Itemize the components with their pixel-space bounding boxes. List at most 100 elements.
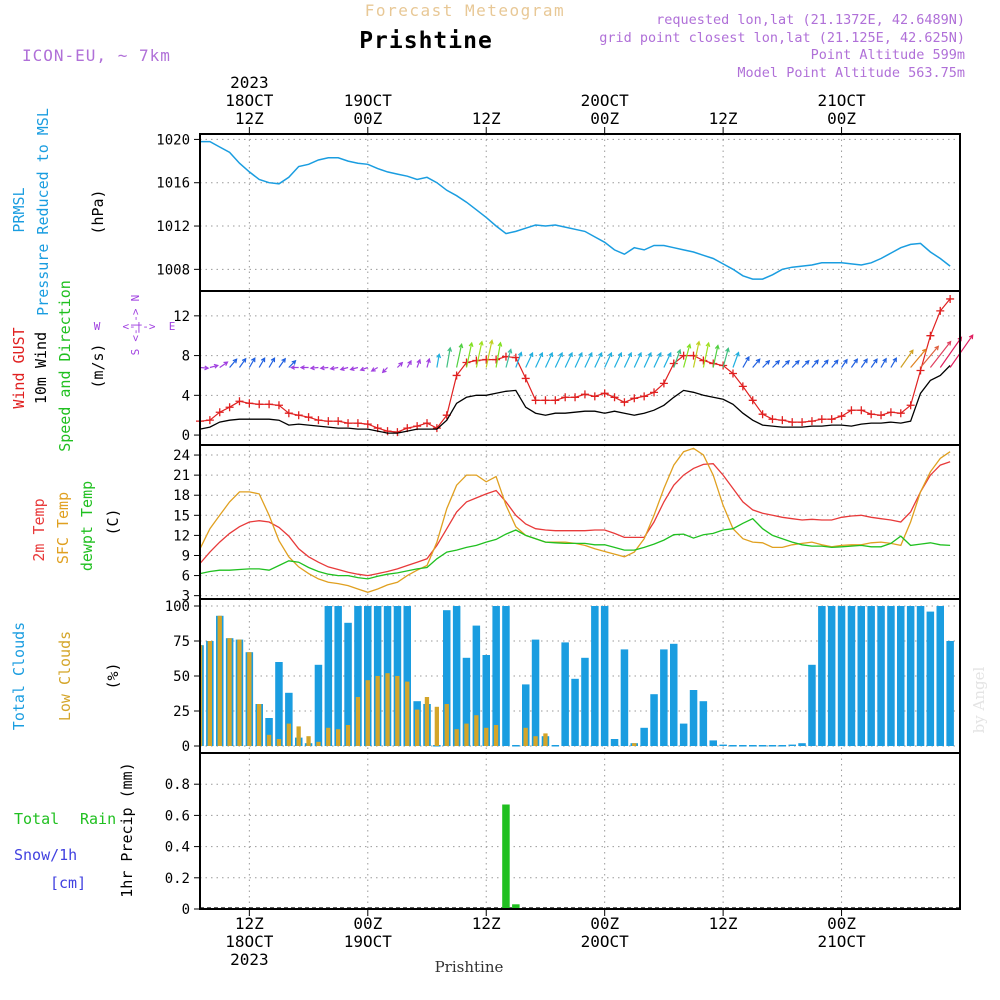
wind-gust-point — [827, 415, 836, 424]
compass-east: E — [169, 320, 176, 333]
wind-gust-point — [334, 417, 343, 426]
wind-gust-point — [255, 400, 264, 409]
wind-direction-arrow — [515, 351, 523, 368]
wind-direction-arrow — [465, 341, 474, 368]
compass-arrow-horizontal: <-|-> — [122, 320, 155, 333]
low-cloud-bar — [523, 727, 528, 746]
total-cloud-bar — [472, 625, 481, 746]
wind-direction-arrow — [475, 340, 484, 368]
point-altitude: Point Altitude 599m — [811, 47, 965, 63]
top-time-label: 2023 — [230, 73, 269, 92]
total-cloud-bar — [571, 678, 579, 746]
total-cloud-bar — [201, 645, 204, 746]
wind-direction-arrow — [692, 340, 701, 368]
wind-gust-point — [452, 371, 461, 380]
y-tick-label: 1008 — [156, 262, 190, 278]
wind-gust-point — [551, 396, 560, 405]
wind-direction-arrow — [219, 361, 229, 368]
wind-direction-arrow — [702, 341, 711, 368]
dewpoint-line — [199, 517, 951, 580]
wind-gust-point — [265, 400, 274, 409]
wind-direction-arrow — [268, 357, 276, 368]
total-cloud-bar — [758, 745, 767, 747]
wind-gust-point — [245, 399, 254, 408]
temp-axis-labels: 2m Temp SFC Temp dewpt Temp (C) — [30, 481, 122, 571]
wind-gust-point — [580, 390, 589, 399]
pressure-reduced-label: Pressure Reduced to MSL — [34, 108, 52, 316]
wind-direction-arrow — [381, 367, 388, 374]
wind-gust-point — [738, 382, 747, 391]
total-cloud-bar — [551, 745, 560, 747]
total-cloud-bar — [650, 694, 658, 746]
low-cloud-bar — [444, 704, 449, 746]
total-cloud-bar — [847, 606, 856, 746]
low-cloud-bar — [237, 639, 242, 746]
y-tick-label: 25 — [173, 704, 190, 720]
low-cloud-bar — [365, 680, 370, 746]
wind-direction-arrow — [623, 351, 632, 368]
pressure-axis-labels: PRMSL Pressure Reduced to MSL (hPa) — [10, 108, 107, 316]
model-altitude: Model Point Altitude 563.75m — [737, 65, 965, 81]
wind-unit: (m/s) — [89, 343, 107, 388]
rain-bar — [512, 904, 520, 909]
wind-direction-arrow — [900, 349, 914, 368]
wind-gust-point — [324, 417, 333, 426]
wind-speed-direction-label: Speed and Direction — [56, 280, 74, 452]
low-cloud-bar — [395, 676, 400, 746]
y-tick-label: 24 — [173, 448, 190, 464]
wind-gust-point — [541, 396, 550, 405]
total-cloud-bar — [640, 727, 648, 746]
total-cloud-bar — [739, 745, 747, 747]
wind-gust-point — [630, 394, 639, 403]
wind-direction-arrow — [359, 366, 369, 372]
y-tick-label: 0.2 — [165, 871, 190, 887]
wind-gust-point — [620, 398, 629, 407]
y-tick-label: 0 — [182, 902, 190, 918]
wind-direction-arrow — [841, 358, 848, 368]
low-cloud-bar — [543, 733, 548, 746]
wind-gust-point — [432, 424, 441, 433]
wind-gust-point — [788, 418, 797, 427]
total-cloud-bar — [591, 606, 599, 746]
wind-gust-point — [304, 413, 313, 422]
wind-direction-arrow — [436, 353, 442, 368]
bottom-time-label: 00Z — [827, 914, 856, 933]
wind-direction-arrow — [564, 351, 573, 368]
low-cloud-bar — [227, 638, 232, 746]
wind-gust-point — [847, 406, 856, 415]
total-cloud-bar — [936, 606, 944, 746]
low-cloud-bar — [266, 734, 272, 746]
total-cloud-bar — [502, 606, 510, 746]
wind-direction-arrow — [456, 342, 464, 368]
total-cloud-bar — [926, 611, 935, 746]
total-cloud-bar — [275, 662, 283, 746]
wind-gust-point — [284, 409, 293, 418]
total-cloud-bar — [620, 649, 629, 746]
y-tick-label: 0 — [182, 428, 190, 444]
total-cloud-bar — [443, 610, 451, 746]
wind-direction-arrow — [772, 359, 781, 368]
total-cloud-bar — [522, 684, 530, 746]
low-cloud-bar — [336, 729, 341, 746]
total-cloud-bar — [729, 745, 737, 747]
wind-gust-point — [916, 366, 925, 375]
low-cloud-bar — [405, 681, 410, 746]
y-tick-label: 0.6 — [165, 808, 190, 824]
location-title: Prishtine — [359, 28, 493, 54]
wind-gust-point — [936, 306, 945, 315]
total-cloud-bar — [916, 606, 925, 746]
wind-direction-arrow — [752, 358, 761, 368]
bottom-time-label: 00Z — [353, 914, 382, 933]
dewpt-temp-label: dewpt Temp — [78, 481, 96, 571]
product-title: Forecast Meteogram — [365, 1, 565, 20]
watermark: by Angel — [970, 666, 988, 733]
wind-direction-arrow — [329, 365, 339, 371]
wind-direction-arrow — [781, 359, 791, 368]
total-cloud-bar — [808, 664, 816, 746]
total-cloud-bar — [600, 606, 609, 746]
total-cloud-bar — [867, 606, 875, 746]
total-cloud-bar — [364, 606, 372, 746]
wind-direction-arrow — [742, 355, 750, 368]
top-time-label: 12Z — [235, 109, 264, 128]
total-cloud-bar — [699, 701, 708, 746]
